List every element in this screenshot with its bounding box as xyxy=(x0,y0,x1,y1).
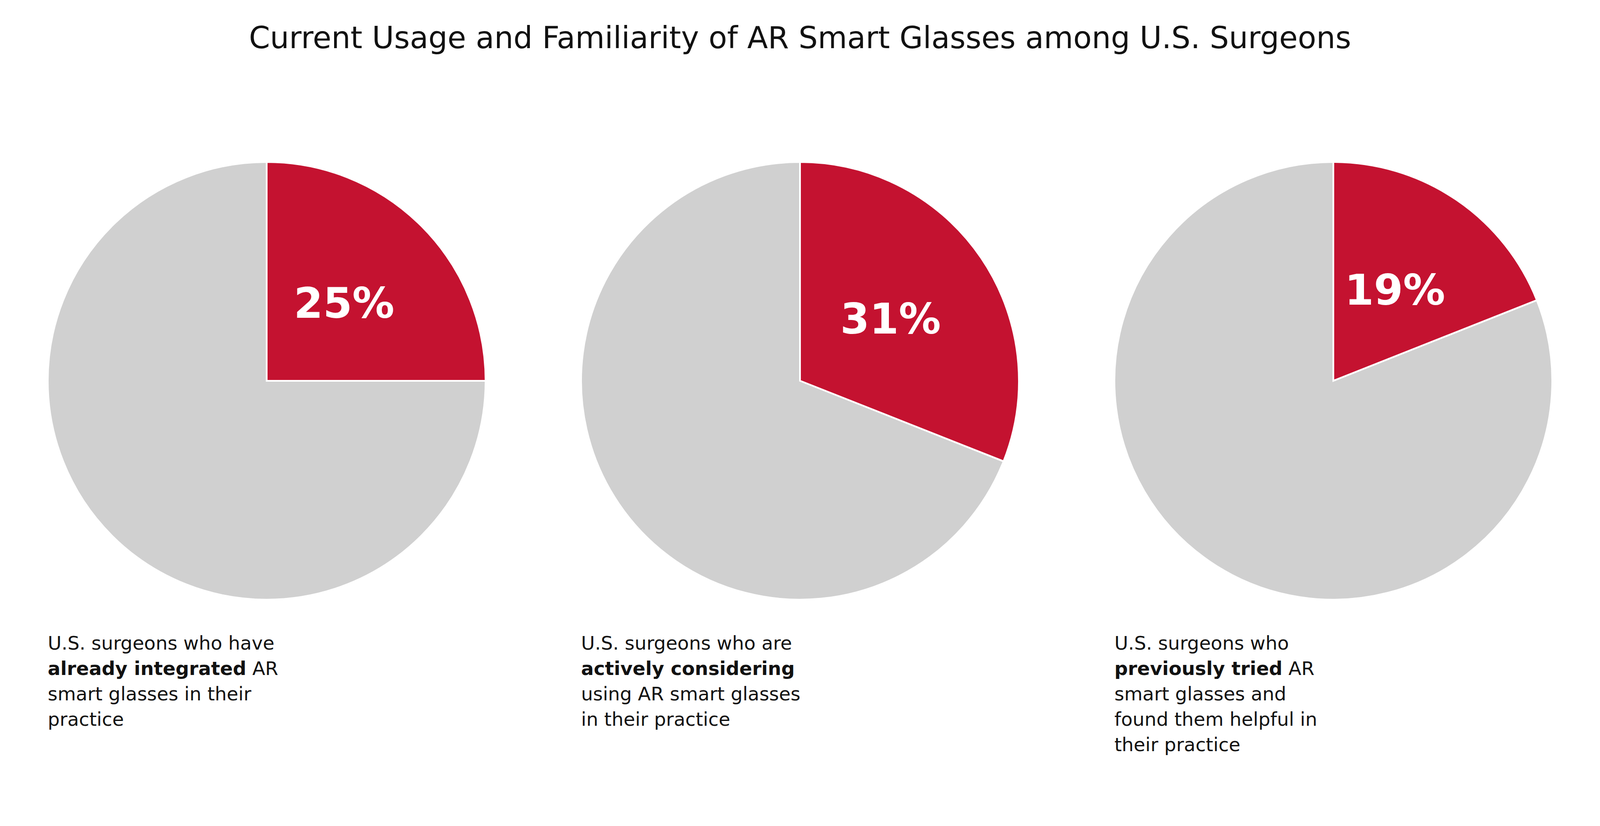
description-text: U.S. surgeons who are xyxy=(581,632,793,655)
page: {"chart_data": [ {"type": "pie", "title"… xyxy=(0,0,1600,826)
pie xyxy=(47,162,486,600)
description-text: U.S. surgeons who have xyxy=(47,632,275,655)
description-emphasis: already integrated xyxy=(47,657,247,680)
pie-slice xyxy=(581,162,1004,600)
pie xyxy=(581,162,1019,600)
pie xyxy=(1114,162,1553,600)
chart-title: Current Usage and Familiarity of AR Smar… xyxy=(248,20,1351,56)
description-emphasis: actively considering xyxy=(581,657,795,680)
description-emphasis: previously tried xyxy=(1114,657,1283,680)
data-label: 31% xyxy=(840,294,941,344)
description: U.S. surgeons who are actively consideri… xyxy=(581,630,801,733)
data-label: 25% xyxy=(293,278,395,328)
description-text: U.S. surgeons who xyxy=(1114,632,1289,655)
data-label: 19% xyxy=(1344,265,1446,315)
description: U.S. surgeons who have already integrate… xyxy=(47,630,279,733)
description: U.S. surgeons who previously tried AR sm… xyxy=(1114,630,1318,758)
description-text: using AR smart glasses in their practice xyxy=(581,683,801,731)
pie-slice xyxy=(1114,162,1553,600)
pie-slice xyxy=(47,162,486,600)
pie-slice xyxy=(266,162,486,381)
